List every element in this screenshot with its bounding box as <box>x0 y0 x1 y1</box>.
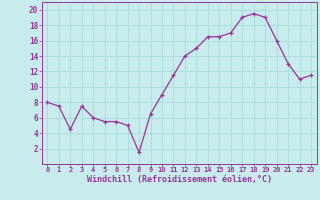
X-axis label: Windchill (Refroidissement éolien,°C): Windchill (Refroidissement éolien,°C) <box>87 175 272 184</box>
